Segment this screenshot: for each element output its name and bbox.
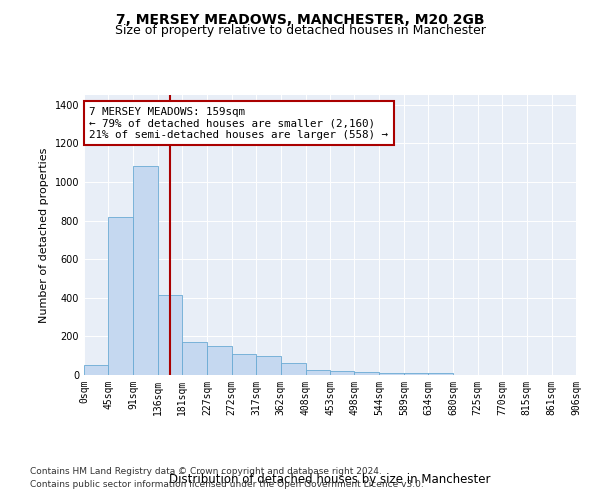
Bar bbox=[256, 356, 281, 375]
Bar bbox=[355, 372, 379, 375]
Y-axis label: Number of detached properties: Number of detached properties bbox=[39, 148, 49, 322]
Text: Contains HM Land Registry data © Crown copyright and database right 2024.: Contains HM Land Registry data © Crown c… bbox=[30, 467, 382, 476]
Text: Size of property relative to detached houses in Manchester: Size of property relative to detached ho… bbox=[115, 24, 485, 37]
Bar bbox=[330, 371, 355, 375]
Text: 7, MERSEY MEADOWS, MANCHESTER, M20 2GB: 7, MERSEY MEADOWS, MANCHESTER, M20 2GB bbox=[116, 12, 484, 26]
Text: 7 MERSEY MEADOWS: 159sqm
← 79% of detached houses are smaller (2,160)
21% of sem: 7 MERSEY MEADOWS: 159sqm ← 79% of detach… bbox=[89, 106, 388, 140]
Bar bbox=[305, 370, 330, 375]
Bar bbox=[207, 346, 232, 375]
Text: Contains public sector information licensed under the Open Government Licence v3: Contains public sector information licen… bbox=[30, 480, 424, 489]
Bar bbox=[404, 373, 428, 375]
Bar bbox=[281, 364, 305, 375]
Bar bbox=[232, 354, 256, 375]
Bar bbox=[379, 372, 404, 375]
Bar bbox=[109, 216, 133, 375]
Bar bbox=[428, 374, 453, 375]
X-axis label: Distribution of detached houses by size in Manchester: Distribution of detached houses by size … bbox=[169, 474, 491, 486]
Bar bbox=[84, 366, 109, 375]
Bar bbox=[133, 166, 158, 375]
Bar bbox=[182, 342, 207, 375]
Bar bbox=[158, 295, 182, 375]
